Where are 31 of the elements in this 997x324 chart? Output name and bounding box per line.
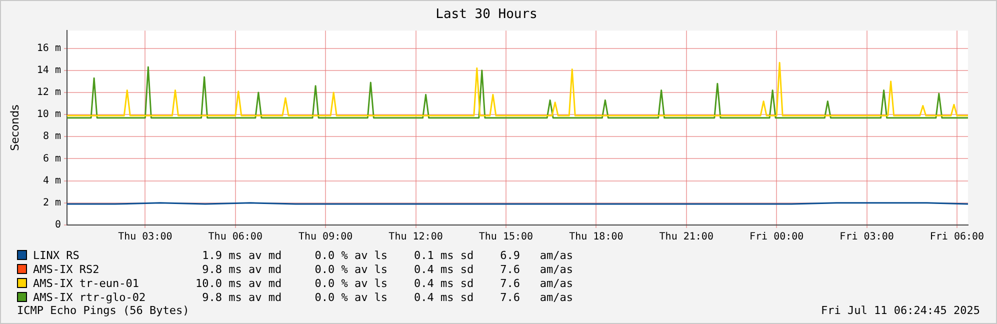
y-axis-title: Seconds (8, 104, 22, 151)
text: 10.0 ms av md 0.0 % av ls 0.4 ms sd 7.6 am/as (194, 276, 573, 290)
x-tick-label: Thu 21:00 (659, 232, 714, 243)
y-tick-label: 10 m (36, 109, 61, 120)
legend-label: AMS-IX RS2 (33, 262, 100, 276)
text: 9.8 ms av md 0.0 % av ls 0.4 ms sd 7.6 am/as (201, 290, 573, 304)
y-tick-label: 2 m (42, 198, 61, 209)
text: ICMP Echo Pings (56 Bytes) (17, 304, 190, 317)
y-tick-label: 0 (54, 220, 61, 231)
x-tick-label: Thu 03:00 (118, 232, 172, 243)
x-tick-label: Fri 03:00 (840, 232, 894, 243)
y-tick-label: 4 m (42, 175, 61, 186)
text: Fri Jul 11 06:24:45 2025 (821, 304, 980, 317)
y-tick-label: 6 m (42, 153, 61, 164)
y-tick-label: 16 m (36, 42, 61, 54)
legend-label: LINX RS (33, 248, 80, 262)
x-tick-label: Thu 18:00 (569, 232, 624, 243)
legend-label: AMS-IX rtr-glo-02 (33, 290, 147, 304)
y-tick-label: 14 m (36, 64, 61, 76)
x-tick-label: Thu 09:00 (298, 232, 353, 243)
x-tick-label: Thu 15:00 (478, 232, 534, 243)
x-tick-label: Thu 12:00 (388, 232, 443, 243)
x-tick-label: Thu 06:00 (208, 232, 262, 243)
text: 1.9 ms av md 0.0 % av ls 0.1 ms sd 6.9 am/as (201, 248, 573, 262)
y-tick-label: 12 m (36, 87, 61, 98)
y-tick-label: 8 m (42, 131, 61, 142)
x-tick-label: Fri 06:00 (930, 232, 984, 243)
x-tick-label: Fri 00:00 (749, 232, 804, 243)
chart-title: Last 30 Hours (436, 7, 538, 22)
text: 9.8 ms av md 0.0 % av ls 0.4 ms sd 7.6 am/as (201, 262, 573, 276)
legend-label: AMS-IX tr-eun-01 (33, 276, 140, 290)
